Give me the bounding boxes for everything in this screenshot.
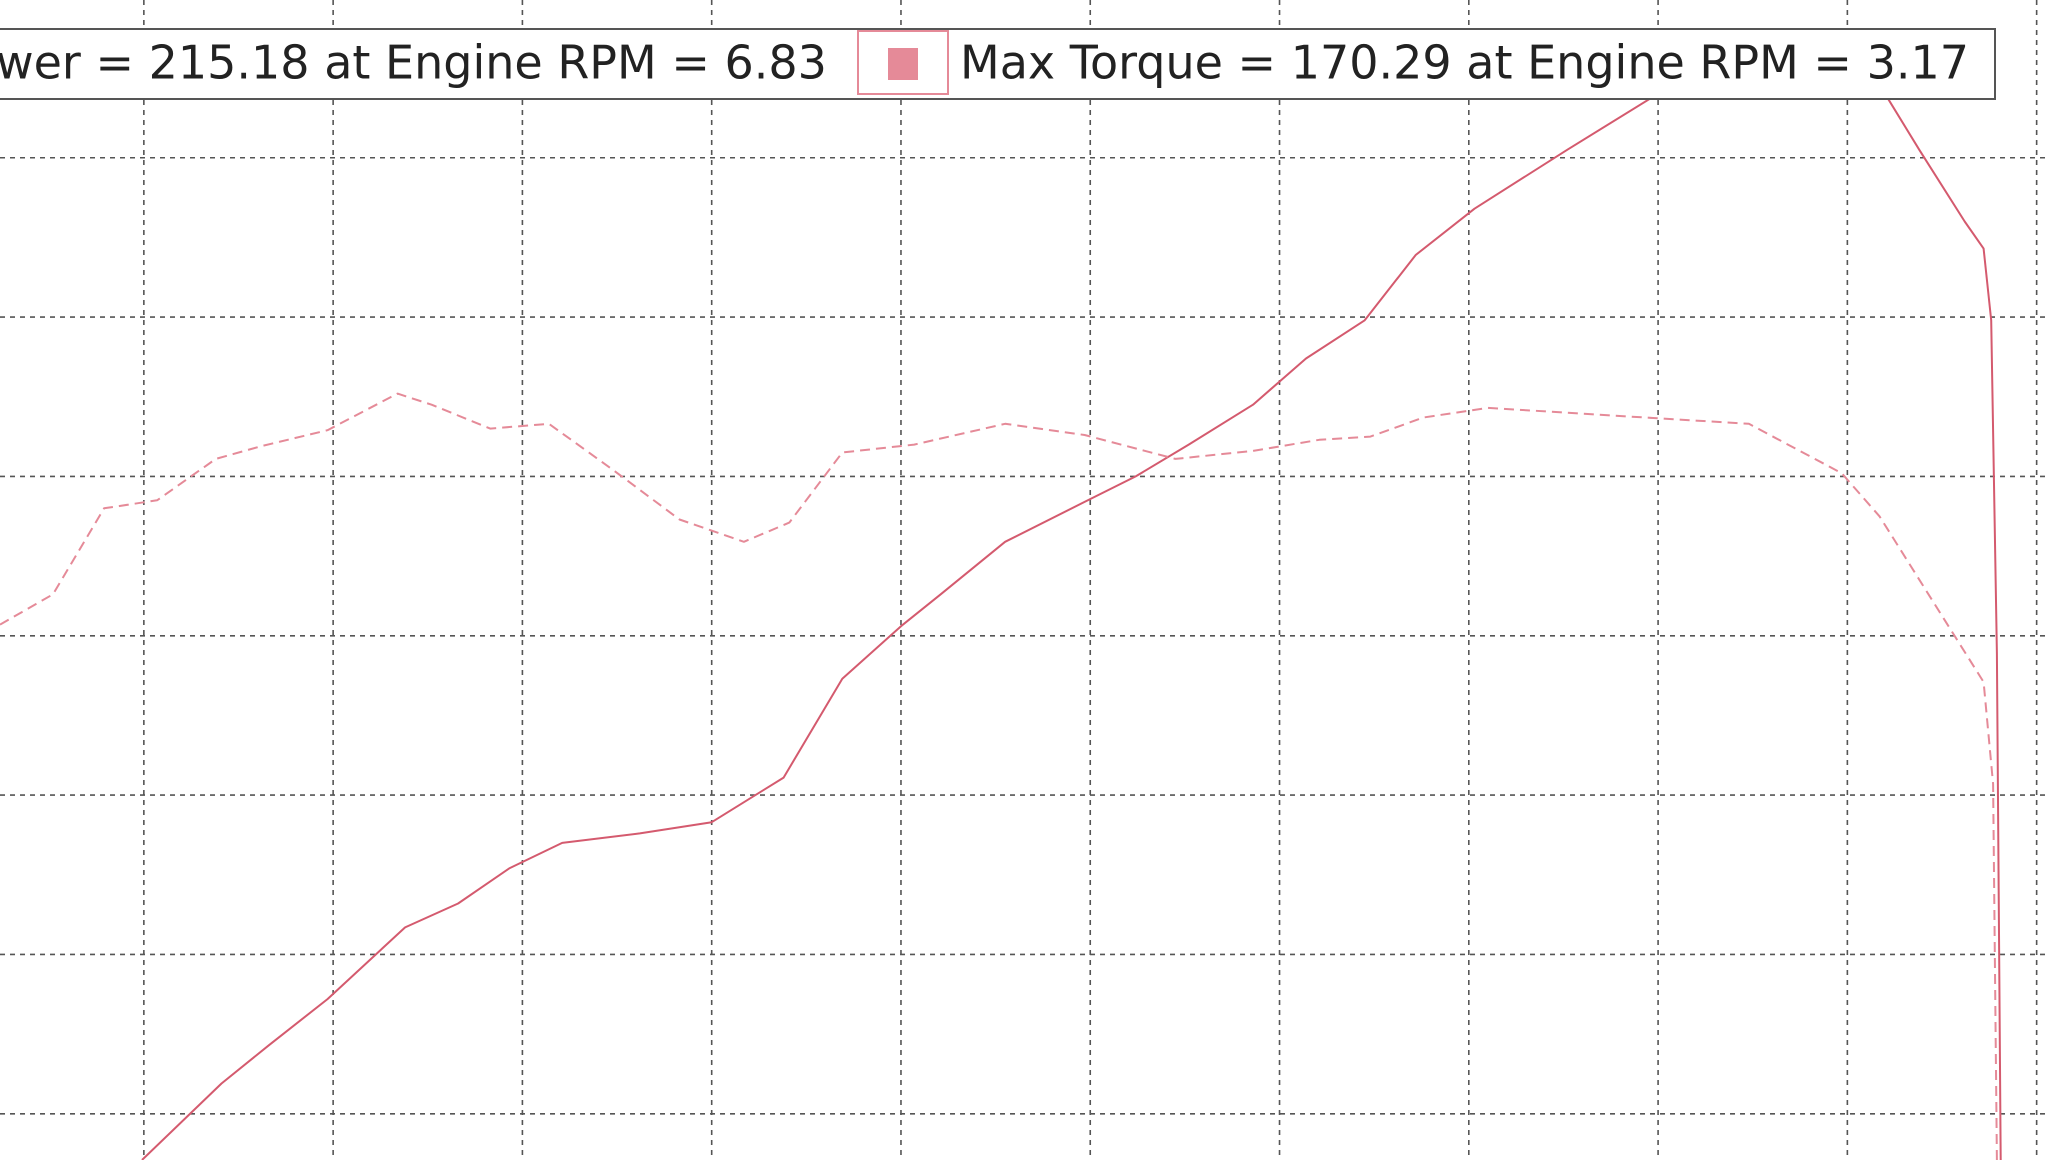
legend: wer = 215.18 at Engine RPM = 6.83 Max To… — [0, 28, 1996, 100]
legend-swatch — [888, 48, 918, 80]
series-line — [141, 96, 2002, 1160]
legend-label: wer = 215.18 at Engine RPM = 6.83 — [0, 36, 827, 90]
plot-lines — [0, 96, 2002, 1160]
legend-label: Max Torque = 170.29 at Engine RPM = 3.17 — [960, 36, 1969, 90]
legend-box — [0, 28, 1996, 100]
series-line — [0, 392, 1998, 1160]
